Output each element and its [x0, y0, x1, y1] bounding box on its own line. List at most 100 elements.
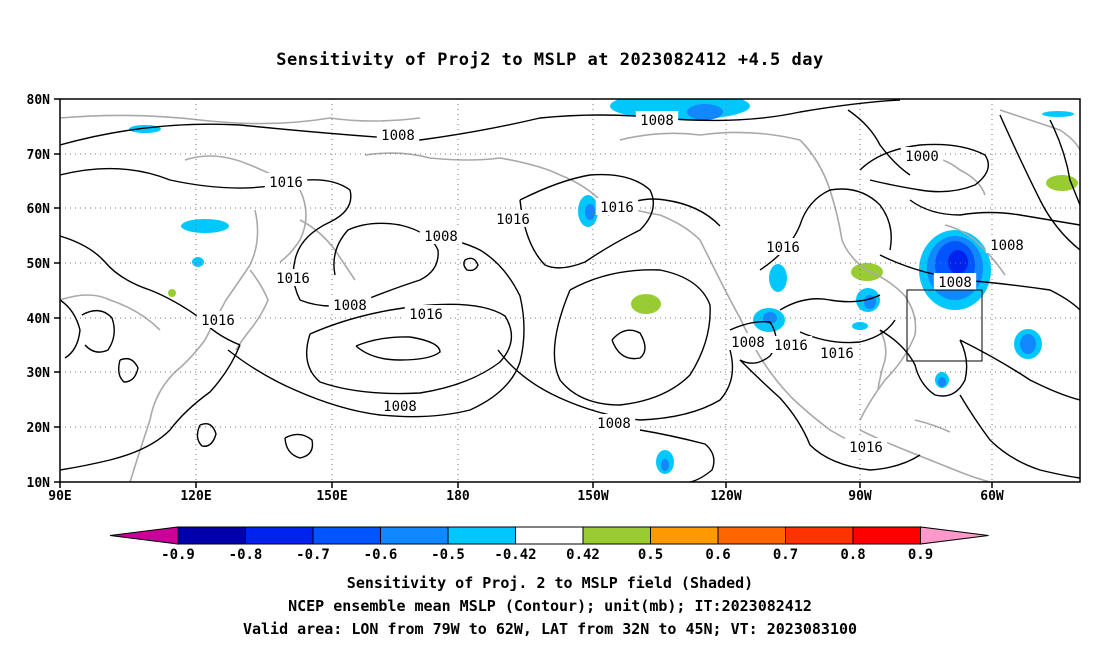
colorbar-tick-label: 0.42 [566, 547, 600, 563]
contour-label-bg [592, 414, 636, 431]
contour-label-bg [378, 397, 422, 414]
colorbar-tick-label: -0.8 [229, 547, 263, 563]
contour-label-bg [726, 333, 770, 350]
lon-tick-label: 150W [577, 489, 608, 504]
colorbar: -0.9 -0.8 -0.7 -0.6 -0.5 -0.42 0.42 0.5 0.6 0.7 0.… [109, 526, 989, 563]
coastline-segment [877, 329, 887, 391]
isobar [759, 188, 892, 271]
isobar [117, 357, 139, 383]
colorbar-min-arrow [109, 526, 179, 545]
isobar [1049, 119, 1080, 206]
sensitivity-blob [851, 263, 883, 281]
map-frame [59, 98, 1081, 483]
isobar [553, 269, 711, 406]
contour-label: 1016 [269, 175, 303, 191]
contour-label: 1016 [201, 313, 235, 329]
colorbar-tick-label: 0.5 [638, 547, 663, 563]
isobar [60, 344, 241, 471]
isobar [60, 167, 352, 301]
isobar [284, 433, 314, 459]
coastline-segment [60, 294, 161, 331]
colorbar-segment [245, 526, 314, 545]
contour-label-bg [900, 147, 944, 164]
contour-label-bg [419, 227, 463, 244]
lat-tick-label: 70N [27, 148, 51, 163]
colorbar-segment [515, 526, 584, 545]
isobar [299, 222, 439, 307]
sensitivity-blob [192, 257, 204, 267]
colorbar-tick-label: 0.9 [908, 547, 933, 563]
caption-line-1: Sensitivity of Proj. 2 to MSLP field (Sh… [346, 574, 754, 592]
contour-label-bg [933, 273, 977, 290]
coastline-segment [364, 152, 561, 176]
lat-tick-label: 30N [27, 366, 51, 381]
contour-label: 1008 [990, 238, 1024, 254]
contour-label-bg [635, 111, 679, 128]
contour-label-bg [769, 336, 813, 353]
sensitivity-blob [852, 322, 868, 330]
sensitivity-blob [938, 377, 946, 387]
contour-label: 1008 [640, 113, 674, 129]
contour-label-bg [595, 198, 639, 215]
colorbar-tick-label: -0.6 [364, 547, 398, 563]
lat-tick-label: 20N [27, 421, 51, 436]
isobar [463, 257, 479, 272]
coastline-segment [299, 219, 356, 281]
isobar [196, 422, 217, 447]
lat-tick-label: 10N [27, 476, 51, 491]
sensitivity-blob [168, 289, 176, 297]
contour-label-bg [844, 438, 888, 455]
contour-label: 1016 [409, 307, 443, 323]
lat-tick-label: 40N [27, 312, 51, 327]
colorbar-tick-label: -0.5 [431, 547, 465, 563]
lat-tick-label: 60N [27, 202, 51, 217]
valid-area-box [906, 289, 983, 362]
contour-label-bg [491, 210, 535, 227]
lat-tick-label: 80N [27, 93, 51, 108]
isobar [81, 310, 115, 353]
coastline-segment [999, 109, 1080, 151]
colorbar-tick-label: -0.9 [161, 547, 195, 563]
colorbar-segment [852, 526, 921, 545]
colorbar-tick-label: 0.8 [840, 547, 865, 563]
caption-line-3: Valid area: LON from 79W to 62W, LAT fro… [242, 620, 858, 638]
isobar [879, 329, 968, 397]
sensitivity-blob [631, 294, 661, 314]
colorbar-tick-label: -0.42 [494, 547, 536, 563]
colorbar-tick-label: -0.7 [296, 547, 330, 563]
isobar [60, 299, 81, 359]
lon-tick-label: 180 [446, 489, 470, 504]
contour-label: 1000 [905, 149, 939, 165]
sensitivity-blob [585, 204, 595, 220]
contour-label: 1016 [774, 338, 808, 354]
contour-label: 1008 [597, 416, 631, 432]
isobar [859, 143, 989, 193]
contour-label: 1016 [766, 240, 800, 256]
isobar [60, 99, 901, 146]
lon-tick-label: 90W [848, 489, 872, 504]
isobar [519, 173, 654, 269]
contour-label: 1008 [938, 275, 972, 291]
sensitivity-blob [181, 219, 229, 233]
isobar [909, 199, 1080, 226]
contour-label: 1016 [820, 346, 854, 362]
colorbar-segment [717, 526, 786, 545]
colorbar-segment [312, 526, 381, 545]
contour-label: 1008 [383, 399, 417, 415]
sensitivity-blob [769, 264, 787, 292]
isobar [959, 339, 1080, 401]
isobar [847, 109, 911, 176]
coastline-segment [944, 224, 1006, 276]
lon-tick-label: 150E [316, 489, 347, 504]
isobar [611, 329, 646, 360]
colorbar-segment [582, 526, 651, 545]
lat-tick-label: 50N [27, 257, 51, 272]
contour-label-bg [264, 173, 308, 190]
isobar [227, 235, 525, 418]
isobar [639, 429, 715, 482]
contour-label: 1008 [333, 298, 367, 314]
lon-tick-label: 120W [710, 489, 741, 504]
colorbar-segment [380, 526, 449, 545]
isobar [355, 336, 441, 361]
